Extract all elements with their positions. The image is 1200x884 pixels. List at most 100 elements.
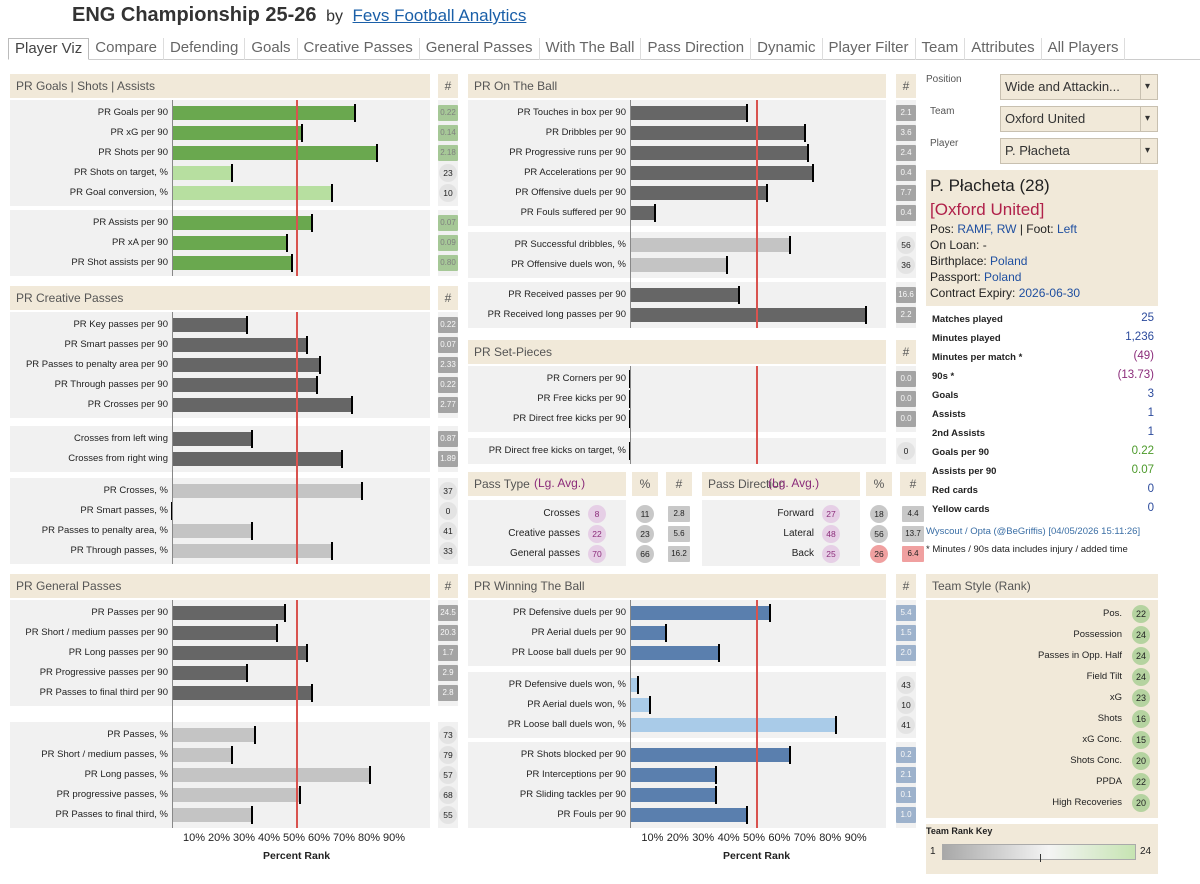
- tab-attributes[interactable]: Attributes: [965, 38, 1042, 60]
- metric-label: PR Loose ball duels won, %: [507, 719, 626, 730]
- tab-creative-passes[interactable]: Creative Passes: [298, 38, 420, 60]
- metric-value: 2.4: [896, 145, 916, 161]
- metric-label: PR Assists per 90: [93, 217, 168, 228]
- metric-label: PR Short / medium passes per 90: [25, 627, 168, 638]
- metric-bar: [172, 398, 352, 412]
- team-style-rank: 15: [1132, 731, 1150, 749]
- chevron-down-icon: ▾: [1140, 107, 1154, 131]
- tab-goals[interactable]: Goals: [245, 38, 298, 60]
- section-header-winning: PR Winning The Ball: [468, 574, 886, 598]
- tab-player-viz[interactable]: Player Viz: [8, 38, 90, 60]
- metric-marker: [725, 256, 728, 274]
- rank-key-marker: [1040, 854, 1041, 862]
- median-line-creative: [296, 312, 298, 564]
- metric-value: 0.4: [896, 205, 916, 221]
- axis-tick: 40%: [717, 832, 740, 844]
- pass_direction-lgavg: (Lg. Avg.): [768, 476, 820, 490]
- tab-with-the-ball[interactable]: With The Ball: [540, 38, 642, 60]
- metric-value: 24.5: [438, 605, 458, 621]
- metric-label: PR Sliding tackles per 90: [519, 789, 626, 800]
- tab-all-players[interactable]: All Players: [1042, 38, 1126, 60]
- metric-marker: [353, 104, 356, 122]
- section-header-ontheball: PR On The Ball: [468, 74, 886, 98]
- metric-marker: [306, 336, 308, 354]
- pass_direction-row-label: Forward: [777, 508, 814, 519]
- pass_type-row-avg: 22: [588, 525, 606, 543]
- tab-dynamic[interactable]: Dynamic: [751, 38, 823, 60]
- metric-marker: [311, 214, 313, 232]
- metric-value: 0.22: [438, 377, 458, 393]
- stat-label: Matches played: [932, 314, 1003, 325]
- tab-bar: Player Viz Compare Defending Goals Creative …: [8, 38, 1200, 60]
- stat-label: Red cards: [932, 485, 978, 496]
- metric-bar: [172, 216, 312, 230]
- metric-value: 1.89: [438, 451, 458, 467]
- metric-label: PR Passes to final third per 90: [39, 687, 168, 698]
- metric-label: PR Crosses, %: [103, 485, 168, 496]
- pass_type-row-num: 2.8: [668, 506, 690, 522]
- metric-bar: [172, 166, 232, 180]
- metric-value: 2.33: [438, 357, 458, 373]
- tab-general-passes[interactable]: General Passes: [420, 38, 540, 60]
- metric-value: 41: [897, 716, 915, 734]
- axis-tick: 30%: [692, 832, 715, 844]
- metric-label: PR Short / medium passes, %: [41, 749, 168, 760]
- metric-value: 2.8: [438, 685, 458, 701]
- tab-compare[interactable]: Compare: [89, 38, 164, 60]
- metric-marker: [376, 144, 378, 162]
- stat-value: 1: [1147, 426, 1154, 438]
- metric-value: 23: [439, 164, 457, 182]
- metric-bar: [172, 544, 332, 558]
- position-select[interactable]: Wide and Attackin... ▾: [1000, 74, 1158, 100]
- metric-label: PR Dribbles per 90: [545, 127, 626, 138]
- tab-pass-direction[interactable]: Pass Direction: [641, 38, 752, 60]
- metric-bar: [630, 146, 808, 160]
- team-style-label: xG Conc.: [1082, 734, 1122, 745]
- metric-bar: [630, 206, 656, 220]
- metric-label: PR Progressive passes per 90: [39, 667, 168, 678]
- team-style-rank: 20: [1132, 794, 1150, 812]
- pass_type-row-pct: 66: [636, 545, 654, 563]
- metric-label: PR Defensive duels per 90: [512, 607, 626, 618]
- metric-marker: [253, 726, 256, 744]
- metric-marker: [301, 124, 303, 142]
- metric-label: PR Direct free kicks on target, %: [488, 445, 626, 456]
- axis-line-general: [172, 600, 173, 828]
- group-setpieces-0: [468, 366, 886, 432]
- metric-marker: [231, 164, 233, 182]
- pass_direction-row-pct: 56: [870, 525, 888, 543]
- title-text: ENG Championship 25-26: [72, 4, 317, 26]
- pass_type-row-pct: 23: [636, 525, 654, 543]
- stat-value: 3: [1147, 388, 1154, 400]
- axis-tick: 10%: [641, 832, 664, 844]
- author-link[interactable]: Fevs Football Analytics: [352, 6, 527, 25]
- metric-label: Crosses from left wing: [74, 433, 168, 444]
- metric-bar: [630, 606, 770, 620]
- metric-bar: [172, 236, 287, 250]
- metric-label: PR Shots per 90: [98, 147, 168, 158]
- group-ontheball-0: [468, 100, 886, 226]
- axis-tick: 20%: [666, 832, 689, 844]
- team-select[interactable]: Oxford United ▾: [1000, 106, 1158, 132]
- metric-value: 0: [897, 442, 915, 460]
- metric-value: 20.3: [438, 625, 458, 641]
- metric-value: 0.22: [438, 105, 458, 121]
- median-line-goals: [296, 100, 298, 276]
- metric-label: PR Through passes, %: [70, 545, 168, 556]
- tab-player-filter[interactable]: Player Filter: [823, 38, 916, 60]
- metric-label: Crosses from right wing: [68, 453, 168, 464]
- metric-bar: [172, 626, 277, 640]
- metric-bar: [172, 126, 302, 140]
- stat-label: Assists per 90: [932, 466, 997, 477]
- median-line-winning: [756, 600, 758, 828]
- tab-defending[interactable]: Defending: [164, 38, 246, 60]
- metric-bar: [630, 718, 836, 732]
- player-select[interactable]: P. Płacheta ▾: [1000, 138, 1158, 164]
- tab-team[interactable]: Team: [916, 38, 966, 60]
- metric-marker: [283, 604, 286, 622]
- num-header-winning: #: [896, 574, 916, 598]
- metric-value: 79: [439, 746, 457, 764]
- birth-label: Birthplace:: [930, 254, 987, 268]
- metric-bar: [630, 678, 638, 692]
- metric-bar: [172, 186, 332, 200]
